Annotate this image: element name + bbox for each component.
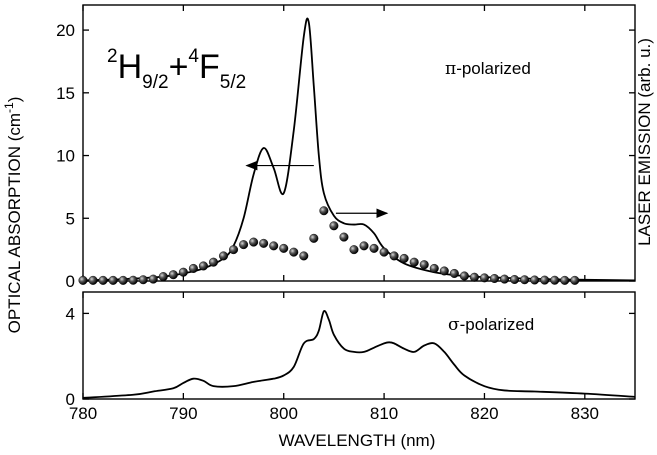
laser-emission-point	[399, 253, 409, 263]
laser-emission-point	[510, 274, 520, 284]
laser-emission-point	[198, 261, 208, 271]
laser-emission-point	[329, 221, 339, 231]
laser-emission-point	[520, 275, 530, 285]
laser-emission-point	[239, 240, 249, 250]
laser-emission-point	[208, 257, 218, 267]
laser-emission-point	[289, 247, 299, 257]
bottom-x-tick-label: 780	[69, 404, 97, 423]
pi-polarized-label: π-polarized	[445, 59, 531, 79]
term-annotation: 2H9/2+4F5/2	[107, 46, 246, 93]
bottom-x-tick-label: 830	[571, 404, 599, 423]
laser-emission-point	[429, 263, 439, 273]
laser-emission-point	[449, 268, 459, 278]
laser-emission-point	[339, 232, 349, 242]
laser-emission-point	[219, 251, 229, 261]
laser-emission-point	[279, 243, 289, 253]
laser-emission-point	[500, 274, 510, 284]
right-y-axis-title: LASER EMISSION (arb. u.)	[635, 38, 654, 246]
laser-emission-point	[168, 270, 178, 280]
y-axis-title: OPTICAL ABSORPTION (cm-1)	[2, 97, 24, 334]
bottom-y-tick-label: 0	[66, 390, 75, 409]
laser-emission-point	[439, 266, 449, 276]
top-y-axis: 0 5 10 15 20	[56, 5, 635, 291]
term-t2: F	[199, 48, 220, 86]
laser-emission-point	[570, 275, 580, 285]
laser-emission-point	[349, 245, 359, 255]
laser-emission-point	[128, 275, 138, 285]
term-t1: H	[118, 48, 143, 86]
laser-emission-point	[319, 206, 329, 216]
sigma-text: -polarized	[460, 315, 535, 334]
laser-emission-point	[158, 272, 168, 282]
bottom-x-tick-label: 790	[169, 404, 197, 423]
term-s1: 9/2	[142, 72, 168, 93]
laser-emission-point	[148, 274, 158, 284]
laser-emission-point	[540, 275, 550, 285]
laser-emission-point	[269, 241, 279, 251]
pi-absorption-line	[82, 17, 636, 282]
sigma-symbol: σ	[448, 315, 460, 335]
laser-emission-point	[299, 251, 309, 261]
laser-emission-point	[259, 238, 269, 248]
laser-emission-point	[409, 257, 419, 267]
bottom-x-tick-label: 810	[370, 404, 398, 423]
term-s2: 5/2	[220, 72, 246, 93]
laser-emission-point	[118, 275, 128, 285]
y-axis-title-end: )	[5, 97, 24, 103]
laser-emission-point	[359, 241, 369, 251]
term-l2: 4	[188, 46, 199, 67]
top-panel-frame	[82, 4, 636, 282]
y-axis-title-main: OPTICAL ABSORPTION (cm	[5, 113, 24, 333]
laser-emission-point	[78, 275, 88, 285]
bottom-x-tick-label: 820	[470, 404, 498, 423]
top-y-tick-label: 10	[56, 147, 75, 166]
term-l1: 2	[107, 46, 118, 67]
laser-emission-point	[309, 233, 319, 243]
top-plot-area	[78, 17, 636, 285]
bottom-y-tick-label: 4	[66, 304, 75, 323]
laser-emission-point	[459, 271, 469, 281]
laser-emission-point	[98, 275, 108, 285]
term-plus: +	[169, 48, 189, 86]
laser-emission-point	[249, 237, 259, 247]
laser-emission-point	[138, 275, 148, 285]
laser-emission-point	[88, 275, 98, 285]
pi-symbol: π	[445, 59, 456, 79]
x-axis-title: WAVELENGTH (nm)	[279, 431, 436, 450]
laser-emission-point	[188, 263, 198, 273]
top-y-tick-label: 15	[56, 84, 75, 103]
bottom-axes: 0 4 780 790 800 810 820 830	[66, 292, 635, 423]
bottom-x-tick-label: 800	[270, 404, 298, 423]
laser-emission-point	[229, 245, 239, 255]
top-y-tick-label: 5	[66, 209, 75, 228]
laser-emission-point	[108, 275, 118, 285]
laser-emission-point	[369, 243, 379, 253]
sigma-absorption-line	[82, 310, 636, 399]
sigma-polarized-label: σ-polarized	[448, 315, 534, 335]
laser-emission-point	[479, 273, 489, 283]
laser-emission-point	[530, 275, 540, 285]
top-y-tick-label: 20	[56, 21, 75, 40]
laser-emission-point	[469, 272, 479, 282]
laser-emission-point	[379, 247, 389, 257]
laser-emission-point	[389, 251, 399, 261]
laser-emission-point	[178, 267, 188, 277]
bottom-panel-frame	[82, 291, 636, 400]
laser-emission-point	[489, 273, 499, 283]
y-axis-title-sup: -1	[2, 102, 16, 113]
bottom-plot-area	[82, 310, 636, 399]
pi-text: -polarized	[456, 59, 531, 78]
laser-emission-point	[560, 275, 570, 285]
laser-emission-point	[419, 260, 429, 270]
top-y-tick-label: 0	[66, 272, 75, 291]
laser-emission-point	[550, 275, 560, 285]
